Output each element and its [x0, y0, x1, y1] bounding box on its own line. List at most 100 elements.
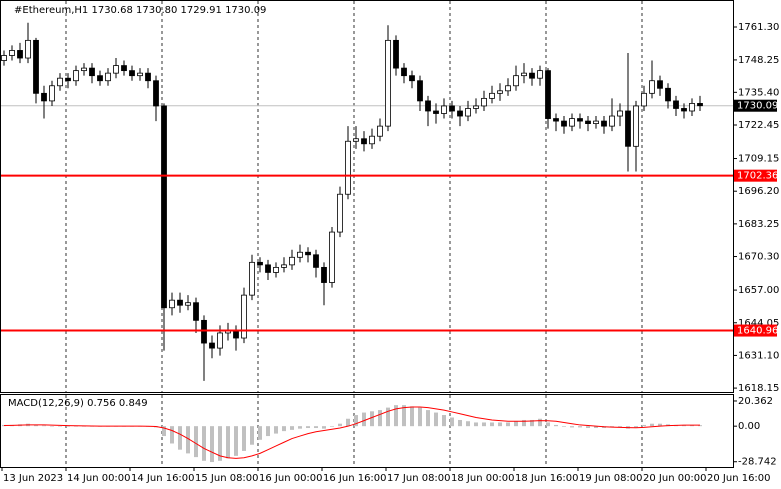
macd-bar	[698, 425, 702, 427]
candle-body	[369, 135, 375, 145]
macd-bar	[498, 422, 502, 427]
candle-body	[257, 261, 263, 266]
macd-bar	[314, 426, 318, 429]
candle-body	[657, 80, 663, 89]
signal-line	[3, 406, 700, 459]
candle-body	[625, 110, 631, 147]
candle-body	[209, 342, 215, 349]
candle-body	[297, 251, 303, 258]
macd-bar	[74, 426, 78, 427]
macd-bar	[66, 426, 70, 427]
macd-bar	[322, 426, 326, 429]
macd-bar	[218, 426, 222, 461]
candle-body	[617, 110, 623, 117]
candle-body	[97, 75, 103, 82]
candle-body	[609, 115, 615, 127]
macd-bar	[234, 426, 238, 456]
candle-body	[281, 264, 287, 268]
candle-body	[441, 105, 447, 114]
x-tick-label: 13 Jun 2023	[3, 473, 63, 484]
x-tick-label: 16 Jun 16:00	[323, 473, 387, 484]
candle-body	[321, 266, 327, 283]
macd-bar	[402, 405, 406, 427]
x-tick-label: 18 Jun 16:00	[515, 473, 579, 484]
candle-body	[193, 302, 199, 321]
candle-body	[561, 120, 567, 127]
candle-body	[481, 97, 487, 107]
candle-body	[577, 118, 583, 122]
candle-body	[1, 55, 7, 61]
y-tick-label: 1709.15	[738, 154, 779, 165]
last-price-label: 1730.09	[737, 101, 778, 112]
candle-body	[249, 261, 255, 296]
macd-bar	[570, 426, 574, 428]
candle-body	[457, 110, 463, 117]
candle-body	[505, 85, 511, 92]
y-tick-label: 1618.15	[738, 383, 779, 394]
candle-body	[673, 100, 679, 109]
candle-body	[537, 70, 543, 79]
candle-body	[409, 75, 415, 82]
candle-body	[521, 72, 527, 77]
macd-bar	[554, 424, 558, 427]
macd-bar	[458, 419, 462, 427]
macd-bar	[378, 410, 382, 427]
candle-body	[593, 120, 599, 125]
candle-body	[273, 266, 279, 273]
candle-body	[553, 118, 559, 122]
macd-bar	[162, 426, 166, 437]
x-tick-label: 14 Jun 00:00	[67, 473, 131, 484]
candle-body	[41, 92, 47, 102]
candle-body	[473, 105, 479, 109]
candle-body	[529, 72, 535, 79]
candle-body	[641, 92, 647, 107]
macd-bar	[226, 426, 230, 459]
chart-title: #Ethereum,H1 1730.68 1730.80 1729.91 173…	[14, 5, 266, 16]
y-tick-label: 1683.25	[738, 219, 779, 230]
candle-body	[217, 332, 223, 349]
candle-body	[121, 65, 127, 72]
candle-body	[153, 80, 159, 107]
candle-body	[33, 39, 39, 94]
candle-body	[89, 67, 95, 77]
x-tick-label: 16 Jun 00:00	[259, 473, 323, 484]
y-tick-label: 1644.05	[738, 318, 779, 329]
candle-body	[337, 193, 343, 233]
candle-body	[633, 105, 639, 147]
macd-bar	[562, 426, 566, 427]
macd-bar	[506, 422, 510, 427]
macd-bar	[618, 426, 622, 428]
level-box	[734, 169, 777, 182]
macd-bar	[466, 421, 470, 427]
macd-bar	[514, 421, 518, 427]
candle-body	[449, 105, 455, 112]
candle-body	[17, 50, 23, 59]
macd-bar	[442, 415, 446, 427]
candle-body	[65, 77, 71, 82]
candle-body	[201, 319, 207, 344]
y-tick-label: 1696.20	[738, 186, 779, 197]
candle-body	[177, 299, 183, 306]
candle-body	[313, 254, 319, 268]
macd-bar	[242, 426, 246, 451]
candle-body	[73, 70, 79, 82]
macd-bar	[658, 423, 662, 427]
x-tick-label: 20 Jun 16:00	[707, 473, 771, 484]
candle-body	[353, 138, 359, 142]
candle-body	[681, 108, 687, 112]
macd-bar	[346, 418, 350, 427]
x-tick-label: 17 Jun 08:00	[387, 473, 451, 484]
macd-bar	[482, 422, 486, 427]
candle-body	[25, 39, 31, 59]
x-tick-label: 19 Jun 08:00	[579, 473, 643, 484]
macd-bar	[186, 426, 190, 454]
macd-bar	[490, 422, 494, 427]
macd-bar	[194, 426, 198, 458]
y-tick-label: -28.742	[738, 457, 777, 468]
level-label: 1640.96	[737, 326, 778, 337]
candle-body	[289, 256, 295, 266]
main-panel	[0, 0, 734, 393]
macd-bar	[58, 426, 62, 427]
macd-bar	[450, 417, 454, 427]
